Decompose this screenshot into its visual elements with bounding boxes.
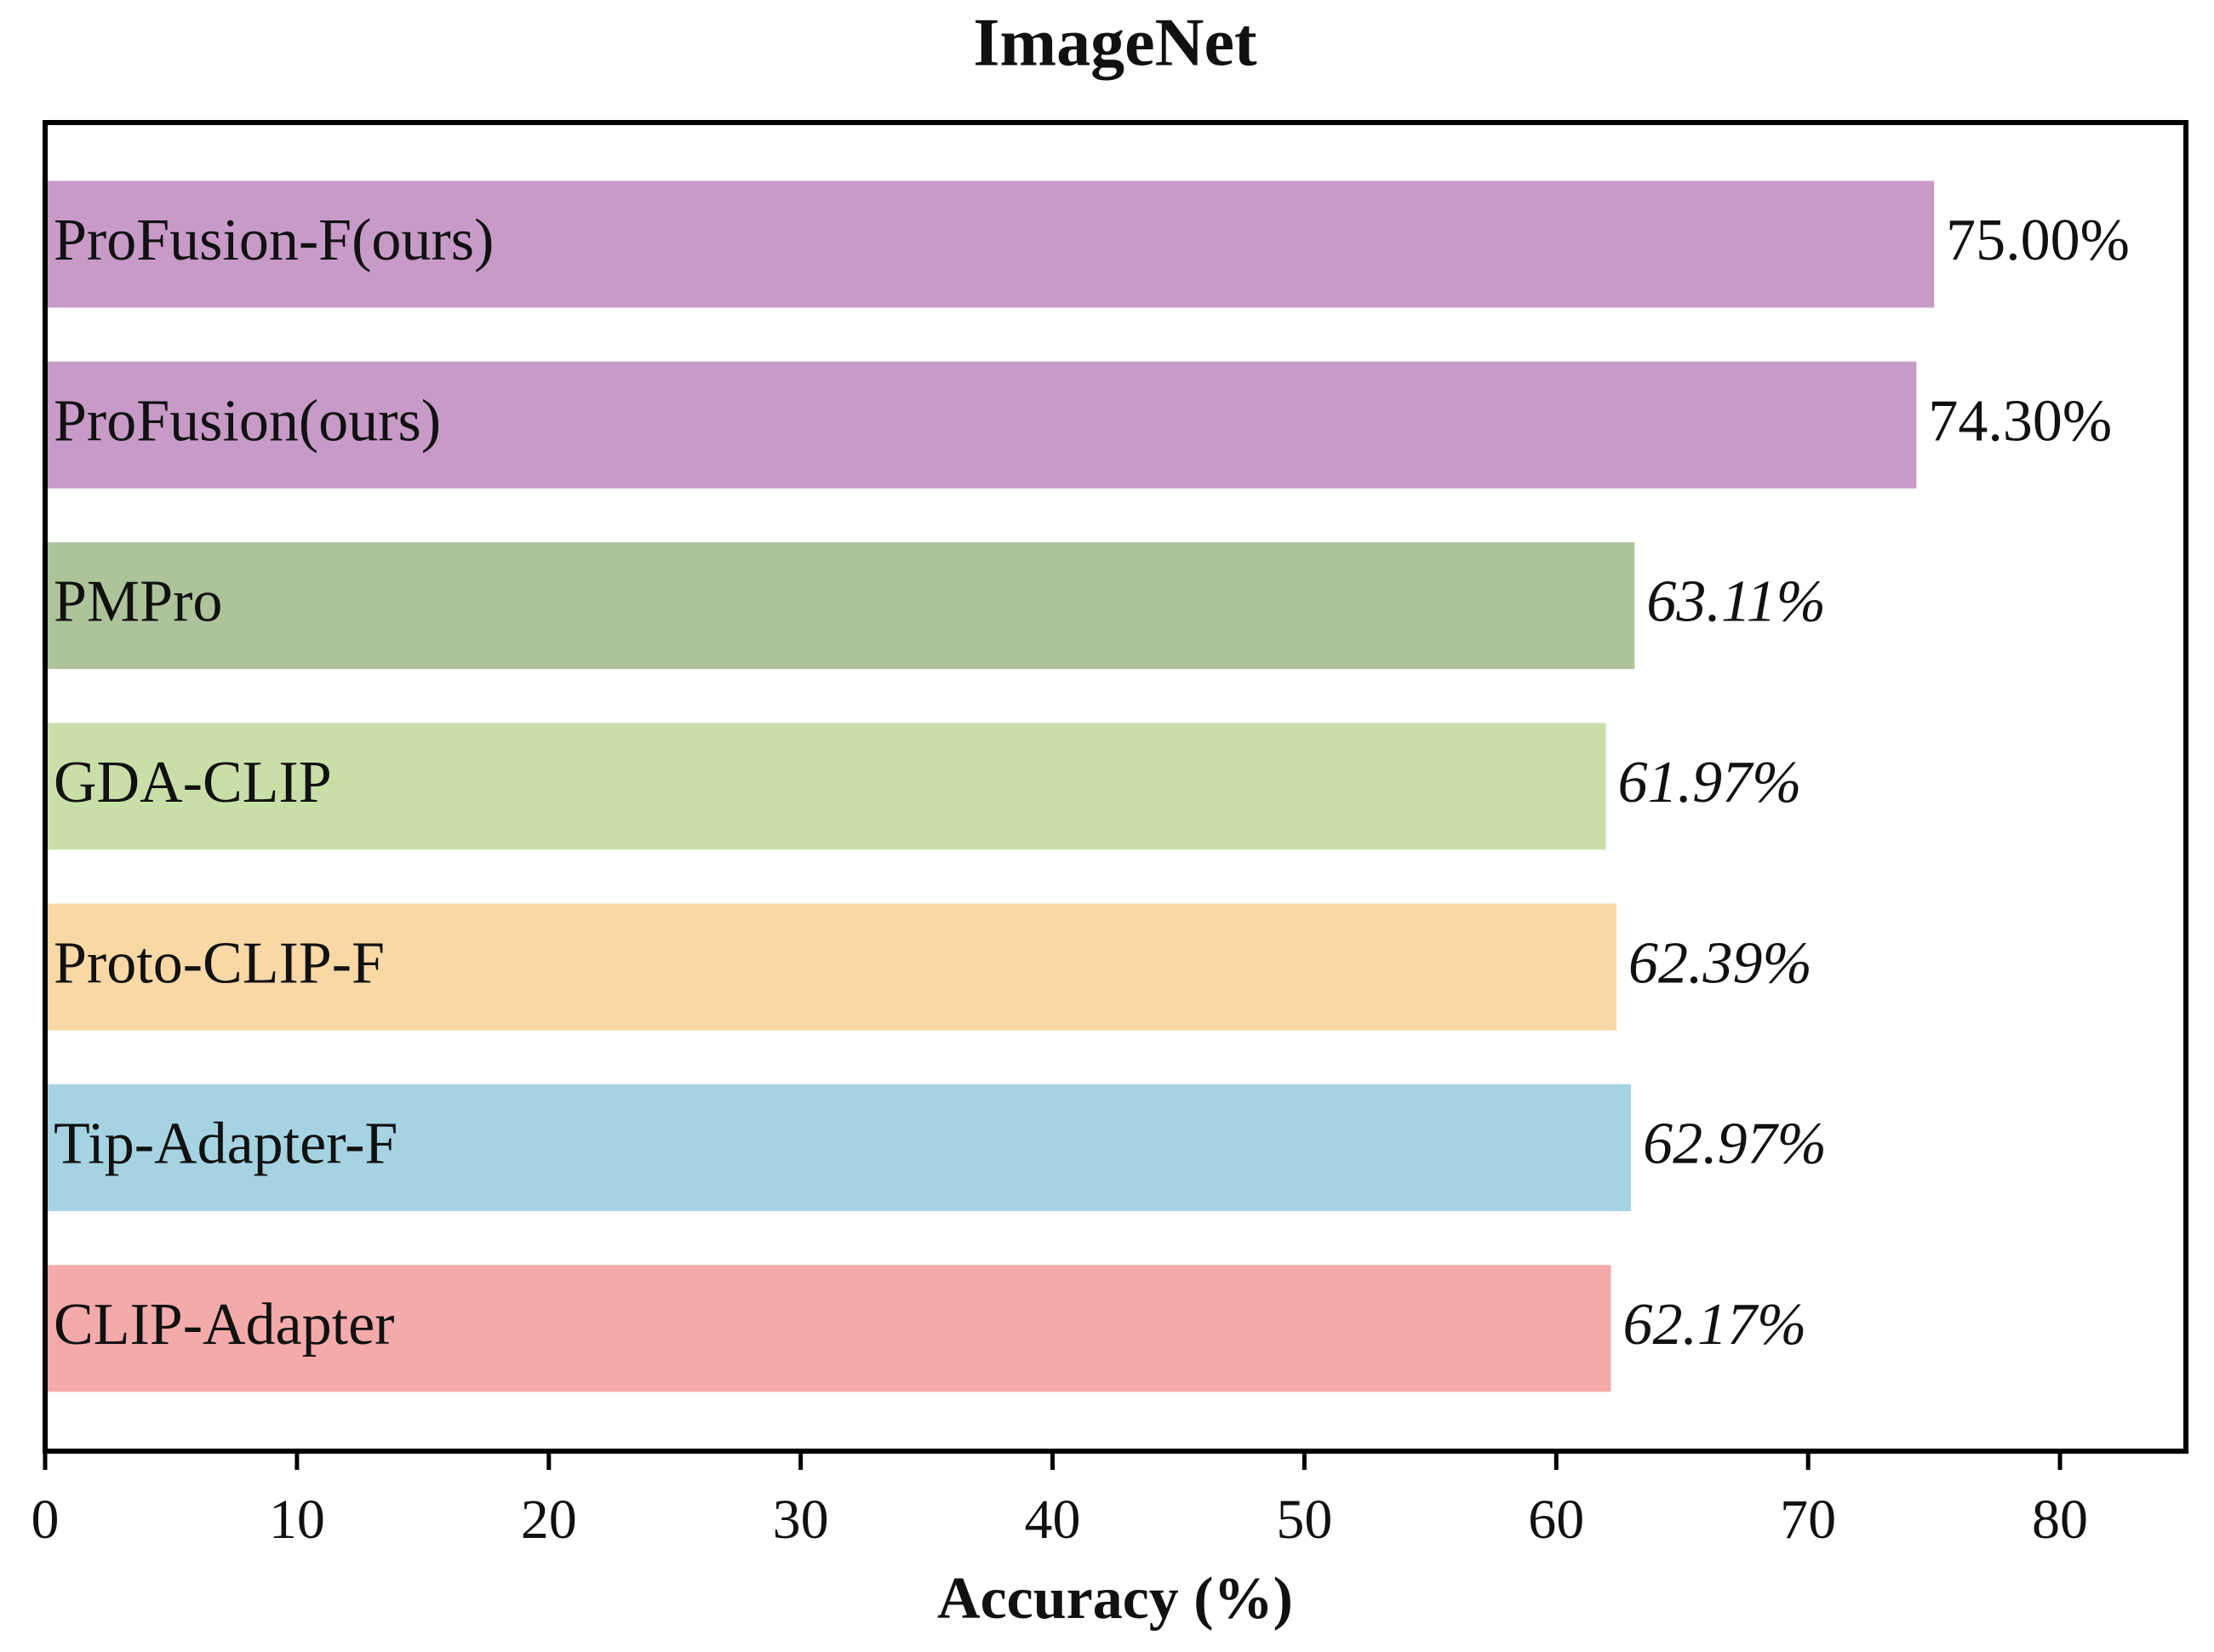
bar [45, 361, 1917, 489]
x-tick-label: 0 [31, 1489, 60, 1551]
chart-title: ImageNet [973, 5, 1257, 80]
value-label: 63.11% [1646, 569, 1826, 635]
bar [45, 180, 1935, 308]
category-label: Tip-Adapter-F [54, 1112, 398, 1177]
x-tick-label: 30 [773, 1489, 829, 1551]
value-label: 75.00% [1946, 208, 2130, 273]
bar [45, 542, 1635, 670]
bar [45, 1265, 1611, 1392]
value-label: 62.17% [1623, 1292, 1807, 1358]
x-tick-label: 60 [1528, 1489, 1584, 1551]
category-label: ProFusion-F(ours) [54, 208, 494, 273]
x-tick-label: 80 [2032, 1489, 2088, 1551]
x-tick-label: 10 [269, 1489, 325, 1551]
category-label: CLIP-Adapter [54, 1292, 394, 1358]
value-label: 74.30% [1928, 388, 2112, 454]
category-label: ProFusion(ours) [54, 388, 441, 454]
bar [45, 1084, 1632, 1211]
x-tick-label: 50 [1276, 1489, 1332, 1551]
x-tick-label: 70 [1780, 1489, 1836, 1551]
value-label: 62.39% [1628, 930, 1812, 996]
x-axis-label: Accuracy (%) [937, 1566, 1293, 1632]
bar [45, 723, 1606, 850]
x-tick-label: 40 [1025, 1489, 1081, 1551]
value-label: 61.97% [1618, 750, 1802, 815]
plot-frame [43, 120, 2188, 1454]
category-label: PMPro [54, 569, 222, 635]
bar [45, 903, 1617, 1031]
category-label: GDA-CLIP [54, 750, 332, 815]
x-tick-label: 20 [521, 1489, 577, 1551]
category-label: Proto-CLIP-F [54, 930, 385, 996]
value-label: 62.97% [1643, 1112, 1827, 1177]
